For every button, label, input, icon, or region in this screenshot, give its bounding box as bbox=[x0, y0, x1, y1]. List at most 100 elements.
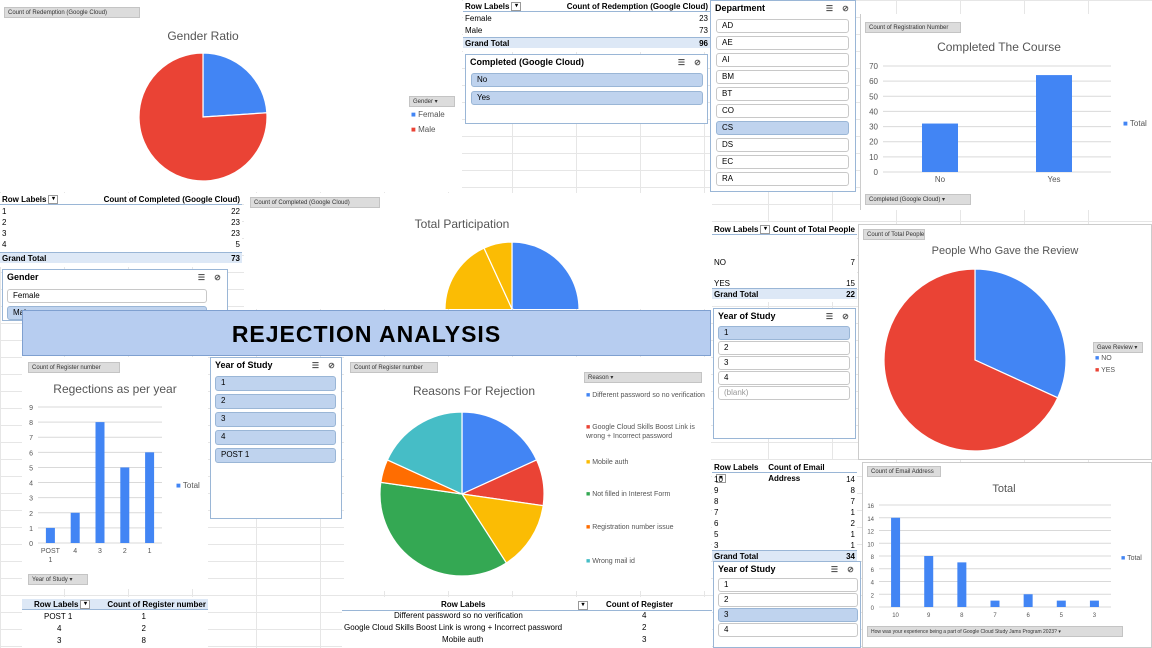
slicer-item-yes[interactable]: Yes bbox=[471, 91, 703, 105]
chart-title: Total bbox=[992, 483, 1016, 495]
slicer-item-bm[interactable]: BM bbox=[716, 70, 849, 84]
slicer-item[interactable]: (blank) bbox=[718, 386, 850, 400]
grand-total-row: Grand Total 96 bbox=[463, 37, 710, 48]
filter-dropdown[interactable]: ▾ bbox=[48, 195, 59, 205]
chart-title: Total Participation bbox=[414, 217, 510, 231]
legend-total: ■ Total bbox=[176, 481, 200, 490]
completed-slicer[interactable]: Completed (Google Cloud) ☰ ⊘ No Yes bbox=[465, 54, 708, 124]
pie-slice-year-4 bbox=[483, 242, 513, 309]
y-tick-label: 12 bbox=[867, 530, 874, 536]
y-tick-label: 0 bbox=[871, 606, 875, 612]
slicer-item[interactable]: 4 bbox=[215, 430, 336, 445]
y-tick-label: 30 bbox=[869, 123, 878, 132]
slicer-item-ec[interactable]: EC bbox=[716, 155, 849, 169]
bar bbox=[1036, 75, 1072, 172]
chart-title: Completed The Course bbox=[937, 40, 1061, 54]
legend-field-chip[interactable]: Reason ▾ bbox=[584, 372, 702, 383]
slicer-item-cs[interactable]: CS bbox=[716, 121, 849, 135]
multi-select-icon[interactable]: ☰ bbox=[830, 564, 839, 574]
filter-dropdown[interactable]: ▾ bbox=[716, 474, 726, 484]
participation-chart[interactable]: Count of Completed (Google Cloud) Total … bbox=[244, 193, 712, 309]
slicer-item[interactable]: 2 bbox=[718, 593, 858, 607]
header-count: Count of Register bbox=[606, 600, 674, 609]
slicer-item-female[interactable]: Female bbox=[7, 289, 207, 303]
table-row: 2 23 bbox=[2, 218, 240, 227]
year-slicer-right[interactable]: Year of Study ☰ ⊘ 1 2 3 4 (blank) bbox=[713, 308, 856, 439]
slicer-item[interactable]: 3 bbox=[718, 608, 858, 622]
y-tick-label: 1 bbox=[29, 526, 33, 533]
table-row: Google Cloud Skills Boost Link is wrong … bbox=[344, 623, 647, 632]
header-count: Count of Redemption (Google Cloud) bbox=[566, 2, 708, 11]
bar bbox=[145, 452, 155, 543]
clear-filter-icon[interactable]: ⊘ bbox=[214, 272, 221, 282]
slicer-item-no[interactable]: No bbox=[471, 73, 703, 87]
slicer-item-bt[interactable]: BT bbox=[716, 87, 849, 101]
chart-title: Reasons For Rejection bbox=[412, 384, 536, 398]
filter-dropdown[interactable]: ▾ bbox=[578, 601, 588, 610]
filter-chip[interactable]: Year of Study ▾ bbox=[28, 574, 88, 585]
completed-course-chart[interactable]: Count of Registration Number Completed T… bbox=[860, 14, 1152, 210]
slicer-item[interactable]: 1 bbox=[718, 326, 850, 340]
slicer-item-ra[interactable]: RA bbox=[716, 172, 849, 186]
field-chip[interactable]: Count of Register number bbox=[28, 362, 120, 373]
legend-field-chip[interactable]: Gender ▾ bbox=[409, 96, 455, 107]
multi-select-icon[interactable]: ☰ bbox=[311, 360, 320, 370]
slicer-item[interactable]: 4 bbox=[718, 623, 858, 637]
field-chip[interactable]: Count of Redemption (Google Cloud) bbox=[4, 7, 140, 18]
slicer-item-ad[interactable]: AD bbox=[716, 19, 849, 33]
filter-dropdown[interactable]: ▾ bbox=[760, 225, 771, 235]
multi-select-icon[interactable]: ☰ bbox=[825, 3, 834, 13]
filter-chip[interactable]: How was your experience being a part of … bbox=[867, 626, 1123, 637]
rejections-year-chart[interactable]: Count of Register number Regections as p… bbox=[22, 357, 208, 589]
multi-select-icon[interactable]: ☰ bbox=[197, 272, 206, 282]
clear-filter-icon[interactable]: ⊘ bbox=[842, 311, 849, 321]
slicer-item-ae[interactable]: AE bbox=[716, 36, 849, 50]
gender-ratio-chart[interactable]: Count of Redemption (Google Cloud) Gende… bbox=[0, 0, 462, 192]
field-chip[interactable]: Count of Register number bbox=[350, 362, 438, 373]
multi-select-icon[interactable]: ☰ bbox=[825, 311, 834, 321]
multi-select-icon[interactable]: ☰ bbox=[677, 57, 686, 67]
slicer-item[interactable]: POST 1 bbox=[215, 448, 336, 463]
field-chip[interactable]: Count of Completed (Google Cloud) bbox=[250, 197, 380, 208]
x-tick-label: 8 bbox=[960, 613, 964, 619]
total-chart[interactable]: Count of Email Address Total 0 2 4 6 8 10 12 14… bbox=[862, 462, 1152, 648]
table-row: 3 23 bbox=[2, 229, 240, 238]
filter-dropdown[interactable]: ▾ bbox=[511, 2, 522, 12]
bar bbox=[924, 556, 934, 607]
slicer-item[interactable]: 3 bbox=[718, 356, 850, 370]
clear-filter-icon[interactable]: ⊘ bbox=[847, 564, 854, 574]
filter-dropdown[interactable]: ▾ bbox=[80, 600, 91, 610]
year-slicer-mid[interactable]: Year of Study ☰ ⊘ 1 2 3 4 POST 1 bbox=[210, 357, 342, 519]
y-tick-label: 50 bbox=[869, 92, 878, 101]
completed-course-bars: 0 10 20 30 40 50 60 70 No Yes bbox=[869, 62, 1111, 184]
clear-filter-icon[interactable]: ⊘ bbox=[328, 360, 335, 370]
field-chip[interactable]: Count of Email Address bbox=[867, 466, 941, 477]
slicer-item[interactable]: 2 bbox=[718, 341, 850, 355]
year-slicer-bottom[interactable]: Year of Study ☰ ⊘ 1 2 3 4 bbox=[713, 561, 861, 648]
slicer-item-ai[interactable]: AI bbox=[716, 53, 849, 67]
clear-filter-icon[interactable]: ⊘ bbox=[694, 57, 701, 67]
field-chip[interactable]: Count of Total People bbox=[863, 229, 925, 240]
review-chart[interactable]: Count of Total People People Who Gave th… bbox=[858, 224, 1152, 460]
header-row-labels: Row Labels bbox=[714, 463, 759, 472]
slicer-item-co[interactable]: CO bbox=[716, 104, 849, 118]
slicer-item[interactable]: 3 bbox=[215, 412, 336, 427]
header-count: Count of Email Address bbox=[768, 463, 825, 483]
legend-field-chip[interactable]: Gave Review ▾ bbox=[1093, 342, 1143, 353]
slicer-item[interactable]: 1 bbox=[718, 578, 858, 592]
table-row: Different password so no verification 4 bbox=[394, 611, 647, 620]
slicer-item[interactable]: 4 bbox=[718, 371, 850, 385]
reasons-chart[interactable]: Count of Register number Reasons For Rej… bbox=[344, 357, 711, 591]
filter-chip[interactable]: Completed (Google Cloud) ▾ bbox=[865, 194, 971, 205]
field-chip[interactable]: Count of Registration Number bbox=[865, 22, 961, 33]
legend-item: ■ Mobile auth bbox=[586, 459, 629, 466]
pie-slice-yes bbox=[883, 268, 1059, 452]
slicer-item[interactable]: 1 bbox=[215, 376, 336, 391]
slicer-item-ds[interactable]: DS bbox=[716, 138, 849, 152]
x-tick-label: 1 bbox=[148, 548, 152, 555]
department-slicer[interactable]: Department ☰ ⊘ AD AE AI BM BT CO CS DS EC RA bbox=[710, 0, 856, 192]
clear-filter-icon[interactable]: ⊘ bbox=[842, 3, 849, 13]
slicer-item[interactable]: 2 bbox=[215, 394, 336, 409]
y-tick-label: 10 bbox=[867, 542, 874, 548]
